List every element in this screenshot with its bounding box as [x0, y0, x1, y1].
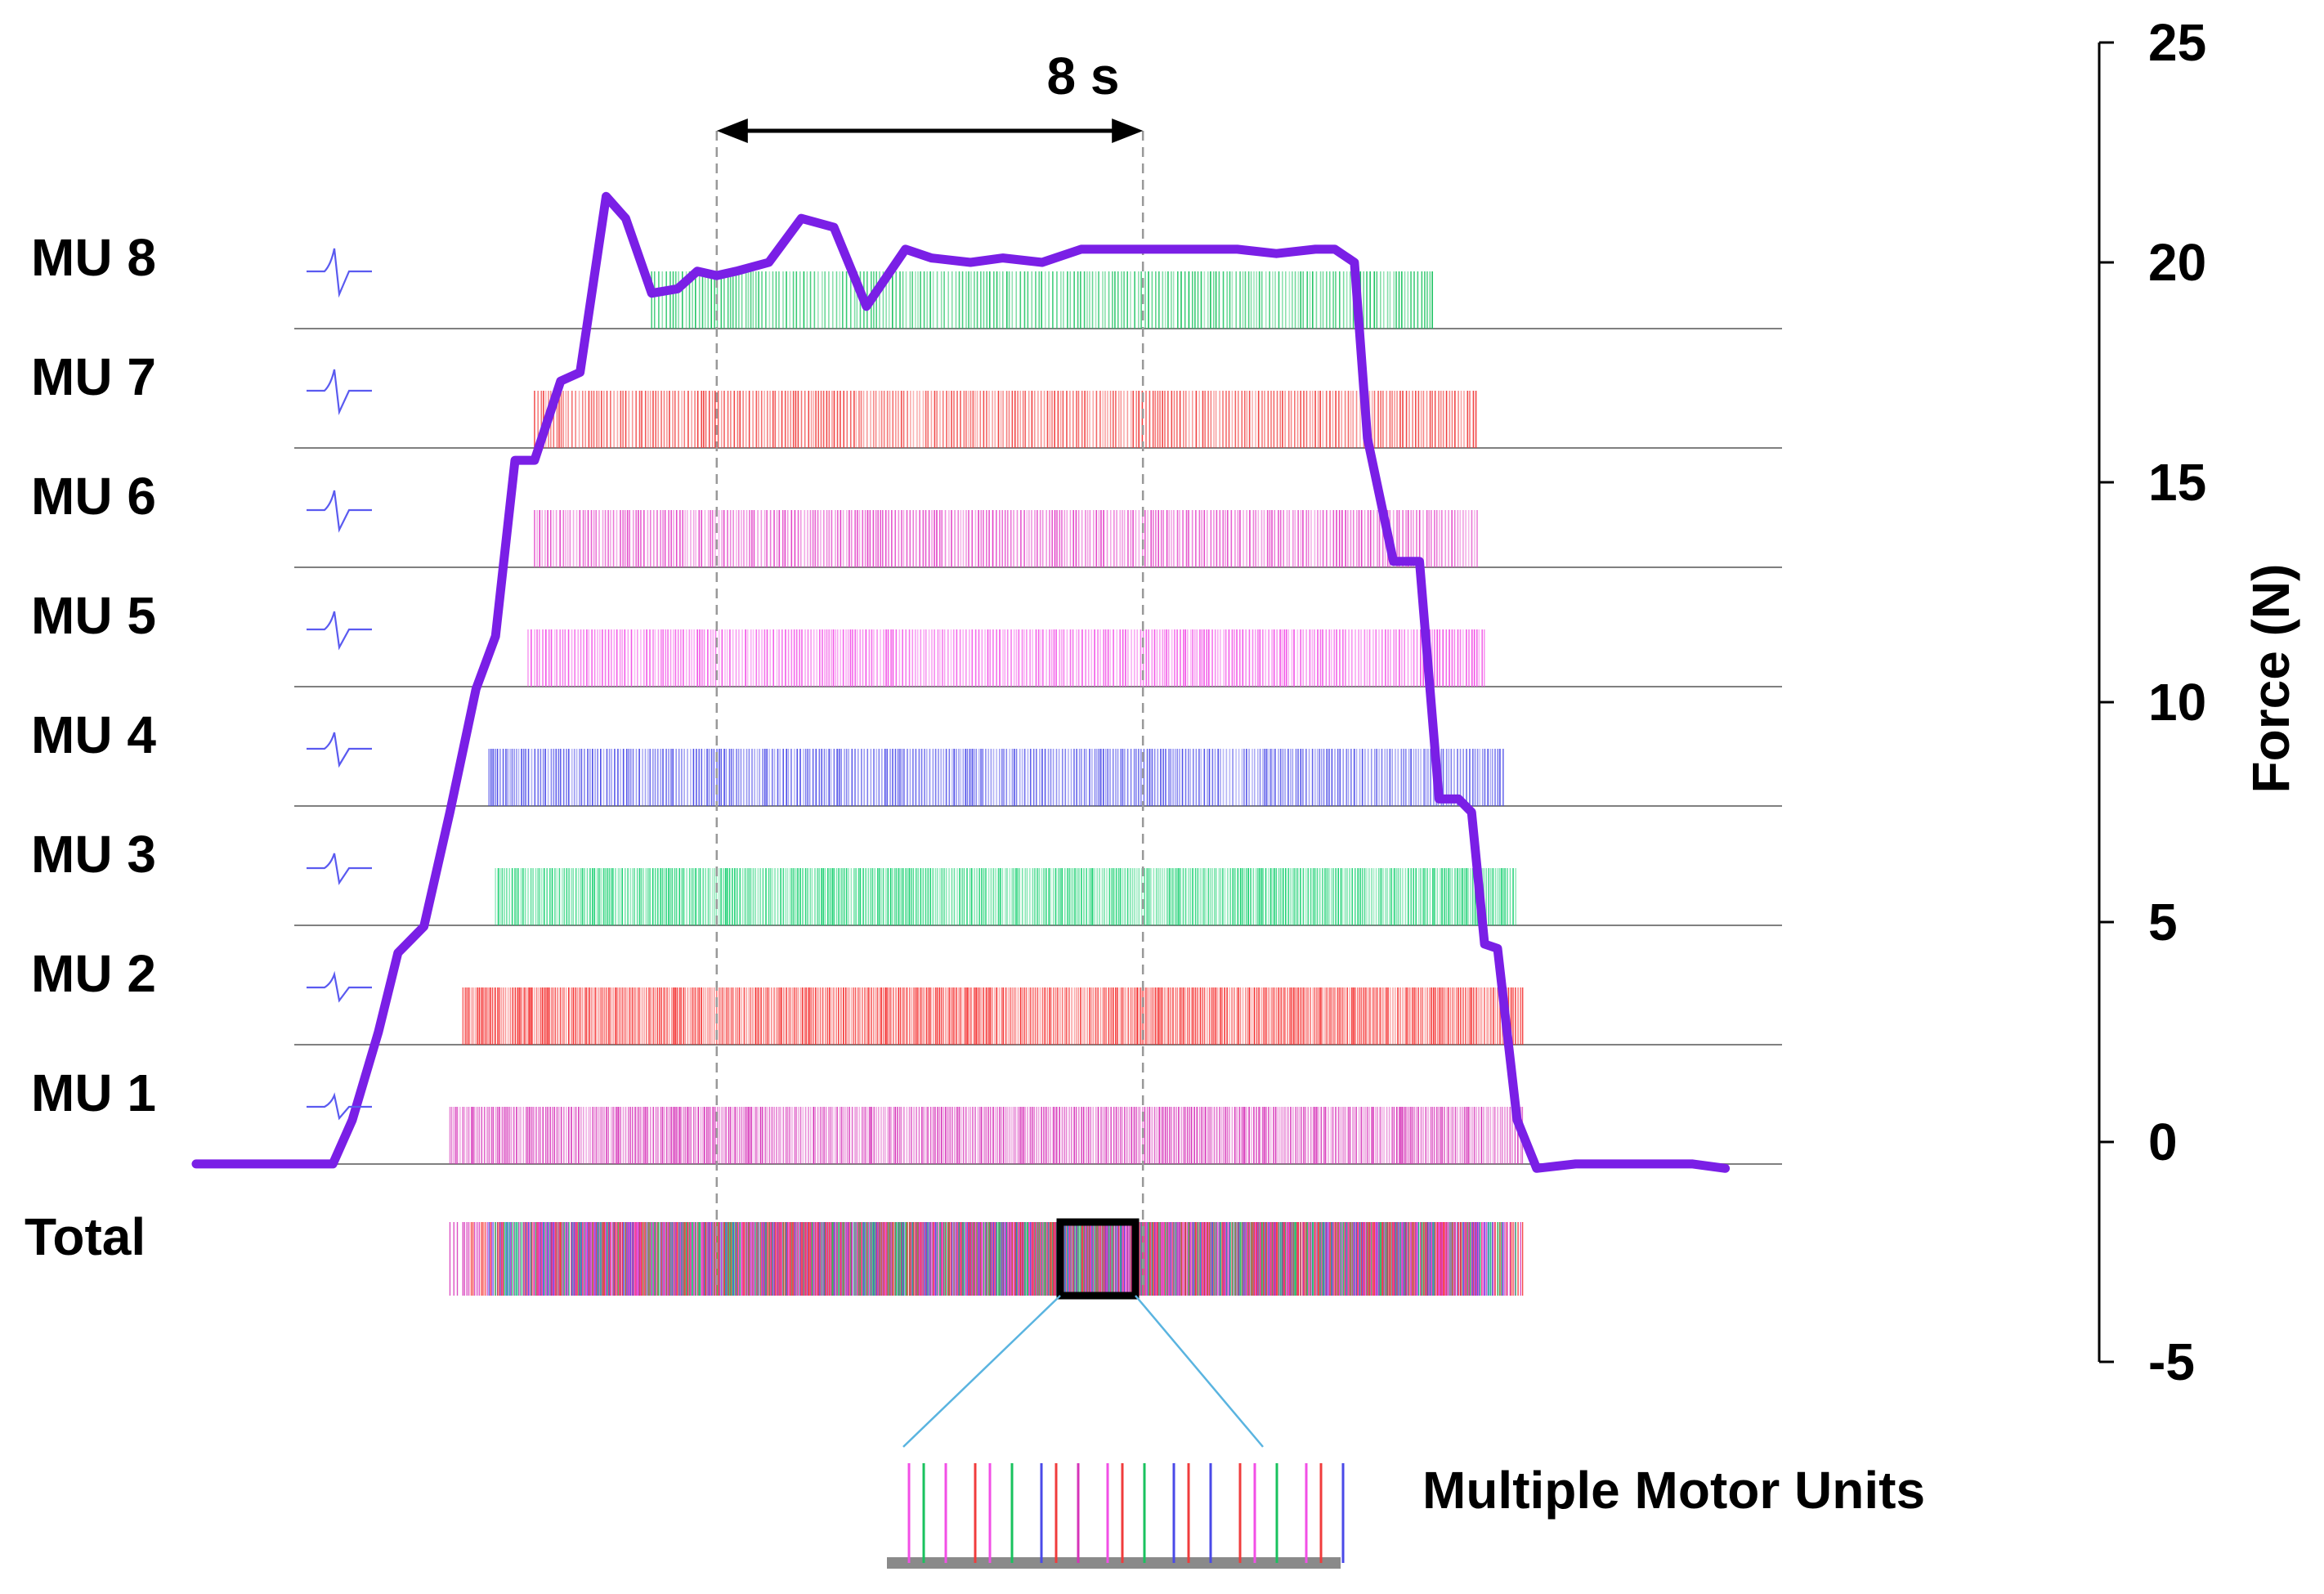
mu-label: MU 2	[31, 944, 156, 1003]
total-train-layer	[449, 1222, 1524, 1296]
spike-train	[449, 1107, 1524, 1164]
spike-train	[462, 987, 1524, 1045]
mu-label: MU 1	[31, 1063, 156, 1122]
time-marker-label: 8 s	[1047, 47, 1120, 105]
force-trace-layer	[191, 191, 1731, 1173]
mu-label: MU 5	[31, 586, 156, 645]
y-tick-label: -5	[2148, 1332, 2195, 1391]
mu-label: MU 8	[31, 228, 156, 287]
zoom-baseline	[887, 1557, 1341, 1569]
total-label: Total	[25, 1207, 146, 1266]
waveform-icon	[307, 369, 372, 416]
mu-label: MU 6	[31, 467, 156, 526]
arrowhead-left	[716, 119, 748, 143]
zoom-line-right	[1135, 1295, 1264, 1448]
force-trace	[191, 191, 1731, 1173]
spike-train	[534, 391, 1477, 448]
waveform-icon	[307, 732, 372, 768]
spike-train	[495, 868, 1517, 925]
time-markers-layer	[715, 119, 1144, 1292]
waveform-icon	[307, 853, 372, 885]
mu-labels-layer: MU 8 MU 7 MU 6 MU 5 MU 4 MU 3 MU 2 MU 1	[31, 228, 372, 1122]
spike-train	[651, 271, 1434, 329]
waveform-icon	[307, 490, 372, 533]
waveform-icon	[307, 970, 372, 1003]
zoom-inset-layer	[887, 1218, 1345, 1569]
force-axis-title: Force (N)	[2241, 564, 2300, 794]
arrowhead-right	[1112, 119, 1144, 143]
zoom-label: Multiple Motor Units	[1422, 1461, 1925, 1520]
mu-label: MU 4	[31, 705, 156, 764]
force-axis: 25 20 15 10 5 0 -5	[2098, 13, 2206, 1391]
waveform-icon	[307, 611, 372, 651]
mu-label: MU 3	[31, 825, 156, 884]
zoom-box	[1056, 1218, 1140, 1300]
spike-trains-layer	[449, 271, 1524, 1164]
mu-label: MU 7	[31, 347, 156, 406]
zoom-line-left	[902, 1295, 1061, 1448]
spike-train	[488, 749, 1504, 806]
y-tick-label: 15	[2148, 453, 2206, 512]
y-tick-label: 20	[2148, 233, 2206, 292]
y-tick-label: 25	[2148, 13, 2206, 72]
y-tick-label: 5	[2148, 893, 2178, 951]
waveform-icon	[307, 248, 372, 298]
y-tick-label: 10	[2148, 673, 2206, 732]
waveform-icon	[307, 1092, 372, 1121]
spike-train	[527, 629, 1485, 687]
y-tick-label: 0	[2148, 1113, 2178, 1171]
spike-train	[534, 510, 1478, 567]
